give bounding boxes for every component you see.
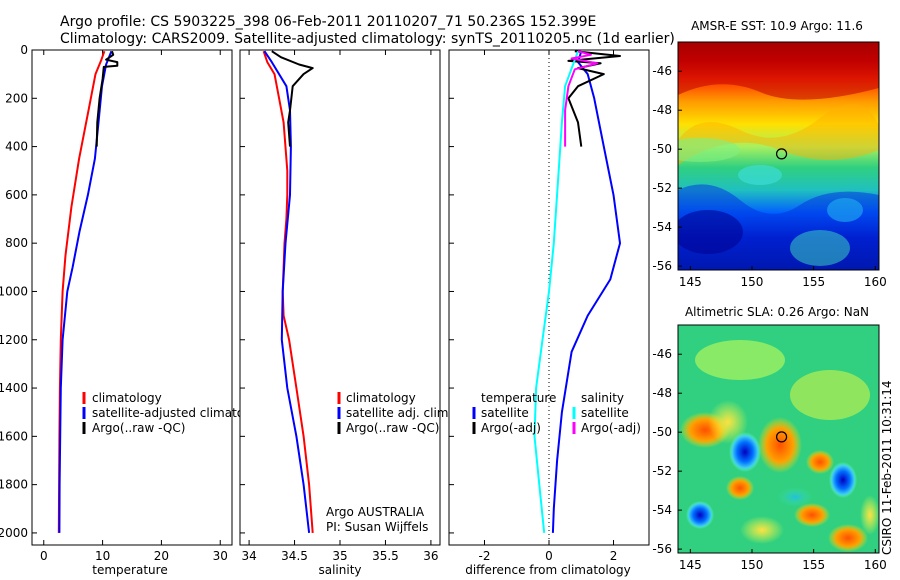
legend-label-satellite: satellite-adjusted climatolog bbox=[92, 406, 262, 420]
legend-label-satellite: satellite adj. clim. bbox=[346, 406, 452, 420]
salinity-lines bbox=[262, 50, 314, 534]
sst-heatmap bbox=[678, 42, 879, 270]
x-tick-label: 35 bbox=[332, 549, 347, 563]
map-y-tick-label: -56 bbox=[652, 259, 672, 273]
legend-label-climatology: climatology bbox=[346, 391, 416, 405]
x-tick-label: 2 bbox=[610, 549, 618, 563]
legend-header-temperature: temperature bbox=[481, 391, 556, 405]
map-x-tick-label: 150 bbox=[741, 275, 764, 289]
y-tick-label: 1600 bbox=[0, 429, 28, 443]
x-tick-label: 34.5 bbox=[281, 549, 308, 563]
float-pi-text: PI: Susan Wijffels bbox=[326, 520, 428, 534]
salinity-axes-frame bbox=[239, 49, 441, 546]
sla-map-panel: Altimetric SLA: 0.26 Argo: NaN 145 150 155… bbox=[652, 305, 886, 572]
map-x-tick-label: 150 bbox=[741, 558, 764, 572]
sla-map-ticks: 145 150 155 160 -46 -48 -50 -52 -54 -56 bbox=[652, 347, 886, 572]
legend-label-argo: Argo(..raw -QC) bbox=[346, 421, 439, 435]
x-tick-label: 10 bbox=[95, 549, 110, 563]
y-tick-label: 400 bbox=[5, 140, 28, 154]
y-tick-label: 1200 bbox=[0, 333, 28, 347]
map-y-tick-label: -54 bbox=[652, 220, 672, 234]
y-tick-label: 200 bbox=[5, 91, 28, 105]
map-y-tick-label: -52 bbox=[652, 464, 672, 478]
x-tick-label: 36 bbox=[423, 549, 438, 563]
map-y-tick-label: -46 bbox=[652, 64, 672, 78]
credit-text: CSIRO 11-Feb-2011 10:31:14 bbox=[880, 380, 894, 555]
argo-position-marker bbox=[775, 431, 788, 443]
difference-ticks: -2 0 2 bbox=[449, 49, 618, 563]
sst-map-panel: AMSR-E SST: 10.9 Argo: 11.6 145 150 155 160… bbox=[652, 19, 886, 289]
salinity-argo-adj--line bbox=[564, 50, 599, 147]
y-tick-label: 1800 bbox=[0, 478, 28, 492]
temperature-axes-frame bbox=[31, 49, 233, 546]
argo-raw-qc--line bbox=[95, 50, 119, 147]
map-y-tick-label: -46 bbox=[652, 347, 672, 361]
y-tick-label: 1000 bbox=[0, 284, 28, 298]
map-x-tick-label: 155 bbox=[802, 275, 825, 289]
temperature-xlabel: temperature bbox=[92, 563, 167, 577]
satellite-adj-clim--line bbox=[263, 50, 311, 534]
sst-map-frame bbox=[677, 41, 880, 271]
salinity-xlabel: salinity bbox=[318, 563, 361, 577]
salinity-ticks: 34 34.5 35 35.5 36 bbox=[240, 49, 439, 563]
map-x-tick-label: 160 bbox=[864, 275, 887, 289]
x-tick-label: 35.5 bbox=[372, 549, 399, 563]
difference-legend: temperature salinity satellite Argo(-adj… bbox=[472, 391, 641, 435]
temperature-lines bbox=[57, 50, 119, 533]
climatology-line bbox=[262, 50, 314, 533]
map-x-tick-label: 155 bbox=[802, 558, 825, 572]
map-y-tick-label: -50 bbox=[652, 425, 672, 439]
x-tick-label: 20 bbox=[154, 549, 169, 563]
x-tick-label: 34 bbox=[241, 549, 256, 563]
difference-lines bbox=[533, 50, 621, 534]
x-tick-label: -2 bbox=[478, 549, 490, 563]
map-x-tick-label: 145 bbox=[679, 275, 702, 289]
float-owner-text: Argo AUSTRALIA bbox=[326, 505, 425, 519]
map-y-tick-label: -50 bbox=[652, 142, 672, 156]
legend-label-temp-argo: Argo(-adj) bbox=[481, 421, 541, 435]
map-y-tick-label: -56 bbox=[652, 542, 672, 556]
map-y-tick-label: -48 bbox=[652, 103, 672, 117]
legend-label-climatology: climatology bbox=[92, 391, 162, 405]
figure-title-line2: Climatology: CARS2009. Satellite-adjuste… bbox=[60, 31, 675, 47]
map-x-tick-label: 160 bbox=[864, 558, 887, 572]
y-tick-label: 1400 bbox=[0, 381, 28, 395]
map-y-tick-label: -54 bbox=[652, 503, 672, 517]
y-tick-label: 2000 bbox=[0, 526, 28, 540]
legend-label-sal-argo: Argo(-adj) bbox=[581, 421, 641, 435]
x-tick-label: 0 bbox=[545, 549, 553, 563]
map-y-tick-label: -52 bbox=[652, 181, 672, 195]
legend-label-temp-satellite: satellite bbox=[481, 406, 529, 420]
argo-position-marker bbox=[775, 148, 788, 160]
legend-label-argo: Argo(..raw -QC) bbox=[92, 421, 185, 435]
sla-map-frame bbox=[677, 324, 880, 554]
difference-panel: -2 0 2 difference from climatology tempera… bbox=[448, 49, 650, 577]
y-tick-label: 0 bbox=[20, 43, 28, 57]
legend-label-sal-satellite: satellite bbox=[581, 406, 629, 420]
sla-heatmap bbox=[678, 325, 879, 553]
figure-title-line1: Argo profile: CS 5903225_398 06-Feb-2011… bbox=[60, 14, 596, 30]
map-y-tick-label: -48 bbox=[652, 386, 672, 400]
x-tick-label: 30 bbox=[213, 549, 228, 563]
salinity-legend: climatology satellite adj. clim. Argo(..… bbox=[337, 391, 452, 435]
temperature-ticks: 0 10 20 30 0 200 400 600 800 1000 1200 1400 1600 1800… bbox=[0, 43, 228, 563]
map-x-tick-label: 145 bbox=[679, 558, 702, 572]
sst-map-title: AMSR-E SST: 10.9 Argo: 11.6 bbox=[691, 19, 863, 33]
y-tick-label: 600 bbox=[5, 188, 28, 202]
legend-header-salinity: salinity bbox=[581, 391, 624, 405]
temperature-panel: 0 10 20 30 0 200 400 600 800 1000 1200 1400 1600 1800… bbox=[0, 43, 262, 577]
sst-map-ticks: 145 150 155 160 -46 -48 -50 -52 -54 -56 bbox=[652, 64, 886, 289]
temperature-legend: climatology satellite-adjusted climatolo… bbox=[82, 391, 262, 435]
difference-xlabel: difference from climatology bbox=[465, 563, 631, 577]
y-tick-label: 800 bbox=[5, 236, 28, 250]
argo-raw-qc--line bbox=[271, 50, 314, 147]
salinity-satellite-line bbox=[533, 50, 579, 534]
sla-map-title: Altimetric SLA: 0.26 Argo: NaN bbox=[685, 305, 869, 319]
x-tick-label: 0 bbox=[40, 549, 48, 563]
temperature-argo-adj--line bbox=[567, 50, 621, 147]
salinity-panel: 34 34.5 35 35.5 36 salinity climatology sate… bbox=[239, 49, 452, 577]
temperature-satellite-line bbox=[551, 50, 621, 533]
